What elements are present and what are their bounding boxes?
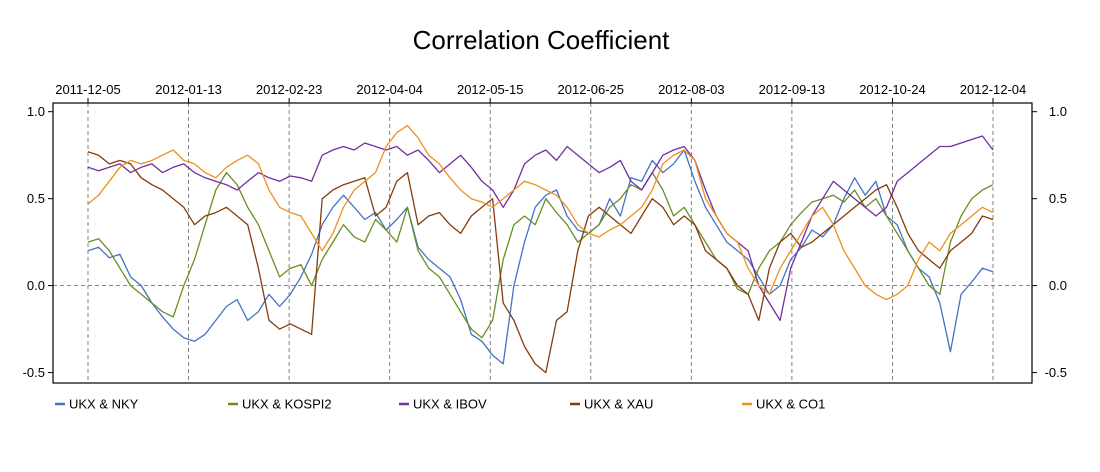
- series-lines: [87, 124, 994, 374]
- grid-lines: [53, 103, 1032, 383]
- legend-label: UKX & IBOV: [413, 397, 487, 412]
- x-axis-ticks: 2011-12-05 2012-01-13 2012-02-23 2012-04-04…: [55, 82, 1026, 103]
- series-line: [87, 149, 994, 365]
- x-tick-label: 2012-09-13: [759, 82, 826, 97]
- x-tick-label: 2012-05-15: [457, 82, 524, 97]
- x-tick-label: 2012-10-24: [859, 82, 926, 97]
- x-tick-label: 2011-12-05: [55, 82, 121, 97]
- y-tick-label-left: 1.0: [27, 104, 45, 119]
- chart-title: Correlation Coefficient: [413, 25, 671, 55]
- legend-label: UKX & CO1: [756, 397, 825, 412]
- y-tick-label-right: 1.0: [1049, 104, 1067, 119]
- x-tick-label: 2012-08-03: [658, 82, 725, 97]
- y-tick-label-right: 0.0: [1049, 278, 1067, 293]
- series-line: [87, 151, 994, 374]
- x-tick-label: 2012-01-13: [155, 82, 222, 97]
- x-tick-label: 2012-04-04: [356, 82, 423, 97]
- series-line: [87, 124, 994, 301]
- y-tick-label-left: 0.0: [27, 278, 45, 293]
- x-tick-label: 2012-12-04: [960, 82, 1027, 97]
- x-tick-label: 2012-02-23: [256, 82, 323, 97]
- legend: UKX & NKY UKX & KOSPI2 UKX & IBOV UKX & XAU…: [55, 397, 825, 412]
- series-line: [87, 171, 994, 339]
- y-tick-label-left: -0.5: [23, 365, 45, 380]
- y-tick-label-right: -0.5: [1045, 365, 1067, 380]
- legend-label: UKX & KOSPI2: [242, 397, 332, 412]
- x-tick-label: 2012-06-25: [558, 82, 625, 97]
- series-line: [87, 135, 994, 322]
- y-tick-label-right: 0.5: [1049, 191, 1067, 206]
- y-tick-label-left: 0.5: [27, 191, 45, 206]
- y-axis-ticks: 1.0 1.0 0.5 0.5 0.0 0.0 -0.5 -0.5: [23, 104, 1067, 380]
- legend-label: UKX & XAU: [584, 397, 653, 412]
- plot-area-frame: [52, 102, 1033, 384]
- legend-label: UKX & NKY: [69, 397, 139, 412]
